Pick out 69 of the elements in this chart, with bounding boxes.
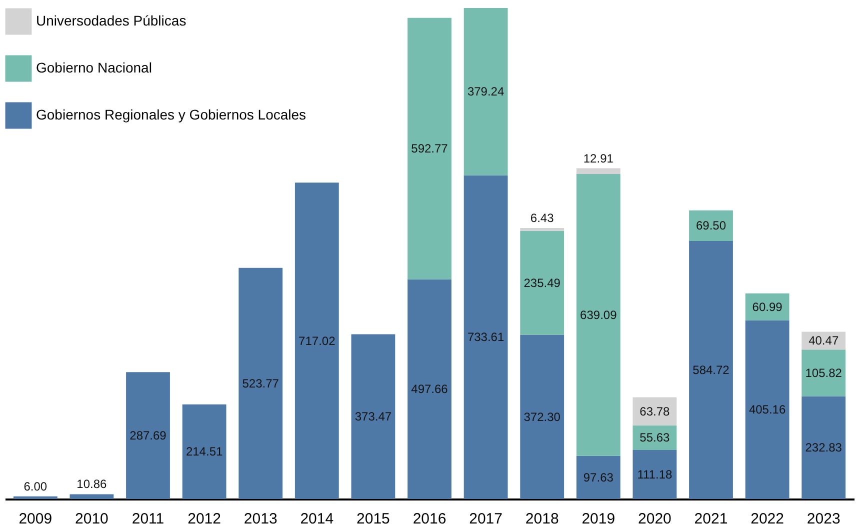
bar xyxy=(126,372,170,499)
data-label: 592.77 xyxy=(411,142,448,156)
bar xyxy=(408,279,452,499)
bar xyxy=(464,175,508,499)
bar xyxy=(802,396,846,499)
data-label: 6.00 xyxy=(24,479,48,494)
data-label: 63.78 xyxy=(640,404,670,418)
bar xyxy=(70,494,114,499)
x-tick-label: 2014 xyxy=(300,510,334,528)
data-label: 97.63 xyxy=(583,470,614,484)
x-tick-label: 2009 xyxy=(18,510,52,528)
legend-label: Gobiernos Regionales y Gobiernos Locales xyxy=(36,106,306,122)
data-label: 232.83 xyxy=(805,440,842,455)
data-label: 69.50 xyxy=(696,218,726,233)
bar xyxy=(576,456,620,499)
x-tick-label: 2023 xyxy=(806,510,840,528)
bar xyxy=(351,334,396,499)
data-label: 717.02 xyxy=(298,334,336,348)
data-label: 497.66 xyxy=(411,382,448,396)
bar xyxy=(520,228,564,231)
bar xyxy=(13,496,58,499)
bar xyxy=(464,8,508,176)
data-label: 60.99 xyxy=(752,300,783,314)
x-tick-label: 2017 xyxy=(469,510,502,528)
x-tick-label: 2020 xyxy=(638,510,672,528)
x-tick-label: 2022 xyxy=(750,510,784,528)
data-label: 214.51 xyxy=(186,444,223,459)
data-label: 10.86 xyxy=(76,477,108,492)
bar xyxy=(632,397,677,426)
data-label: 55.63 xyxy=(640,430,670,445)
bar xyxy=(408,18,452,280)
bar xyxy=(294,182,339,499)
data-label: 287.69 xyxy=(130,428,167,443)
bar xyxy=(576,168,620,174)
data-label: 373.47 xyxy=(354,410,392,424)
x-tick-label: 2012 xyxy=(188,510,221,528)
bar xyxy=(745,320,790,499)
data-label: 405.16 xyxy=(748,402,786,417)
data-label: 523.77 xyxy=(242,376,280,390)
x-tick-label: 2011 xyxy=(132,510,164,528)
data-label: 733.61 xyxy=(467,330,504,344)
data-label: 372.30 xyxy=(524,410,561,424)
bar xyxy=(238,268,283,499)
x-tick-label: 2016 xyxy=(412,510,446,528)
x-tick-label: 2021 xyxy=(694,510,728,528)
data-label: 40.47 xyxy=(808,334,839,348)
x-tick-label: 2015 xyxy=(356,510,390,528)
bar xyxy=(689,241,733,499)
data-label: 105.82 xyxy=(805,366,842,380)
bar xyxy=(689,210,733,242)
bar xyxy=(520,334,564,499)
x-tick-label: 2019 xyxy=(582,510,616,528)
x-tick-label: 2018 xyxy=(525,510,559,528)
legend-label: Universodades Públicas xyxy=(36,12,186,28)
bar xyxy=(802,350,846,396)
data-label: 379.24 xyxy=(467,84,504,99)
bar xyxy=(520,230,564,335)
x-tick-label: 2013 xyxy=(244,510,278,528)
data-label: 111.18 xyxy=(637,467,672,482)
data-label: 584.72 xyxy=(692,363,730,378)
data-label: 6.43 xyxy=(530,211,554,225)
data-label: 12.91 xyxy=(583,151,614,166)
bar xyxy=(632,450,677,499)
bar xyxy=(182,404,226,499)
legend-label: Gobierno Nacional xyxy=(36,60,152,76)
data-label: 235.49 xyxy=(524,276,561,290)
bar xyxy=(576,174,620,456)
x-tick-label: 2010 xyxy=(75,510,108,528)
data-label: 639.09 xyxy=(580,308,618,322)
